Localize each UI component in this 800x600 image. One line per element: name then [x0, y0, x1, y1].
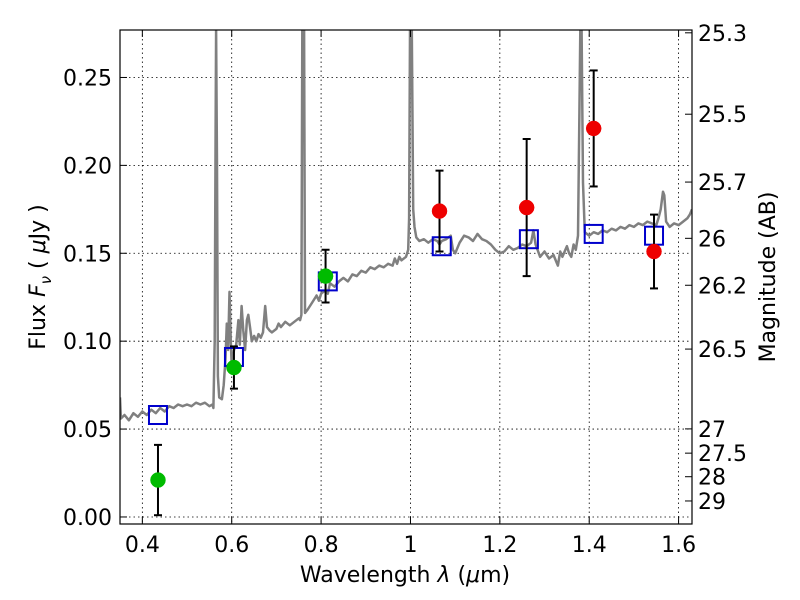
y-tick-label: 0.20	[63, 154, 112, 179]
y2-tick-label: 29	[698, 490, 726, 515]
y2-tick-label: 27.5	[698, 442, 747, 467]
model-band-square	[147, 405, 168, 426]
x-tick-label: 1.6	[661, 533, 696, 558]
y-tick-label: 0.15	[63, 242, 112, 267]
tick-layer: 0.4 0.6 0.8 1 1.2 1.4 1.6 0.00 0.05 0.10 0.15 0.20 0…	[63, 22, 747, 558]
observed-point	[317, 268, 334, 284]
x-tick-label: 0.8	[304, 533, 339, 558]
model-band-square	[583, 223, 604, 244]
y-tick-label: 0.00	[63, 506, 112, 531]
y2-tick-label: 27	[698, 418, 726, 443]
observed-point	[150, 472, 166, 488]
x-tick-label: 1.2	[482, 533, 517, 558]
x-tick-label: 0.6	[214, 533, 249, 558]
observed-point	[518, 199, 535, 216]
observed-point	[646, 243, 662, 260]
y-tick-label: 0.05	[63, 418, 112, 443]
spectrum-layer	[120, 30, 692, 422]
marker-layer	[147, 69, 665, 517]
plot-frame	[119, 29, 693, 525]
y-tick-label: 0.25	[63, 66, 112, 91]
y2-tick-label: 26.5	[698, 338, 747, 363]
y2-tick-label: 25.3	[698, 22, 747, 47]
y2-tick-label: 26.2	[698, 274, 747, 299]
y2-tick-label: 28	[698, 466, 726, 491]
observed-point	[585, 120, 602, 137]
y2-tick-label: 25.5	[698, 103, 747, 128]
observed-point	[431, 203, 448, 219]
x-tick-label: 1	[403, 533, 417, 558]
y-axis-title: Flux Fν ( μJy )	[26, 204, 55, 349]
model-spectrum-line	[120, 30, 692, 422]
plot-background	[120, 30, 692, 524]
model-band-square	[431, 236, 452, 257]
y2-tick-label: 25.7	[698, 171, 747, 196]
x-tick-label: 0.4	[125, 533, 160, 558]
x-tick-label: 1.4	[572, 533, 607, 558]
y2-axis-title: Magnitude (AB)	[756, 192, 781, 363]
x-axis-title: Wavelength λ (μm)	[300, 563, 510, 588]
model-band-square	[518, 229, 539, 250]
observed-point	[226, 359, 242, 376]
y-tick-label: 0.10	[63, 330, 112, 355]
y2-tick-label: 26	[698, 227, 726, 252]
